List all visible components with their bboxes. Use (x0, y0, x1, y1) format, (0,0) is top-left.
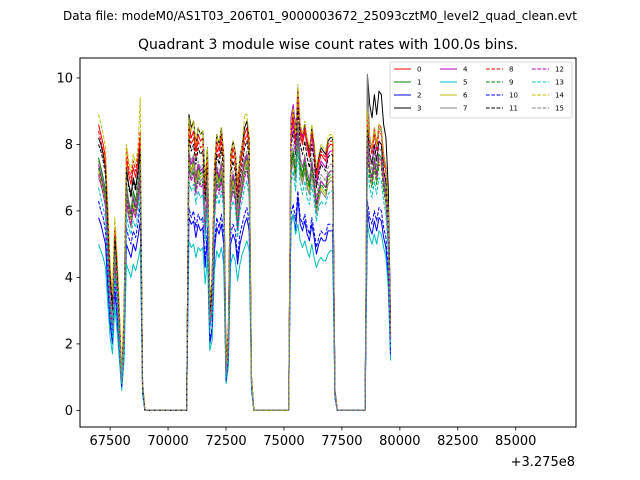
series-line-15 (98, 120, 392, 411)
x-tick-label: 77500 (321, 434, 362, 449)
legend-label-2: 2 (417, 92, 421, 100)
x-tick-label: 70000 (147, 434, 188, 449)
plot-frame (79, 57, 577, 428)
y-tick-label: 10 (56, 71, 73, 86)
x-tick-label: 82500 (437, 434, 478, 449)
chart-title: Quadrant 3 module wise count rates with … (138, 37, 518, 53)
x-tick-label: 85000 (495, 434, 536, 449)
y-tick-label: 2 (65, 337, 73, 352)
legend-label-12: 12 (555, 66, 564, 74)
x-axis-ticks: 67500 70000 72500 75000 77500 80000 82500 85000 (89, 427, 536, 449)
legend-label-15: 15 (555, 105, 564, 113)
legend-label-10: 10 (509, 92, 518, 100)
legend-label-9: 9 (509, 79, 513, 87)
legend-label-1: 1 (417, 79, 421, 87)
legend-label-13: 13 (555, 79, 564, 87)
legend-label-3: 3 (417, 105, 421, 113)
x-tick-label: 80000 (379, 434, 420, 449)
legend-label-8: 8 (509, 66, 513, 74)
legend-label-4: 4 (463, 66, 468, 74)
legend-label-14: 14 (555, 92, 564, 100)
legend-label-6: 6 (463, 92, 468, 100)
legend-label-5: 5 (463, 79, 467, 87)
y-tick-label: 8 (65, 138, 73, 153)
y-axis-ticks: 0 2 4 6 8 10 (56, 71, 80, 419)
series-layer (98, 74, 392, 411)
legend-label-0: 0 (417, 66, 421, 74)
x-tick-label: 75000 (263, 434, 304, 449)
x-tick-label: 67500 (89, 434, 130, 449)
legend-label-11: 11 (509, 105, 518, 113)
y-tick-label: 6 (65, 204, 73, 219)
legend-box (389, 61, 573, 119)
x-tick-label: 72500 (205, 434, 246, 449)
y-tick-label: 4 (65, 271, 73, 286)
y-tick-label: 0 (65, 404, 73, 419)
x-offset-label: +3.275e8 (511, 455, 575, 470)
figure-suptitle: Data file: modeM0/AS1T03_206T01_90000036… (63, 9, 577, 23)
legend-label-7: 7 (463, 105, 467, 113)
